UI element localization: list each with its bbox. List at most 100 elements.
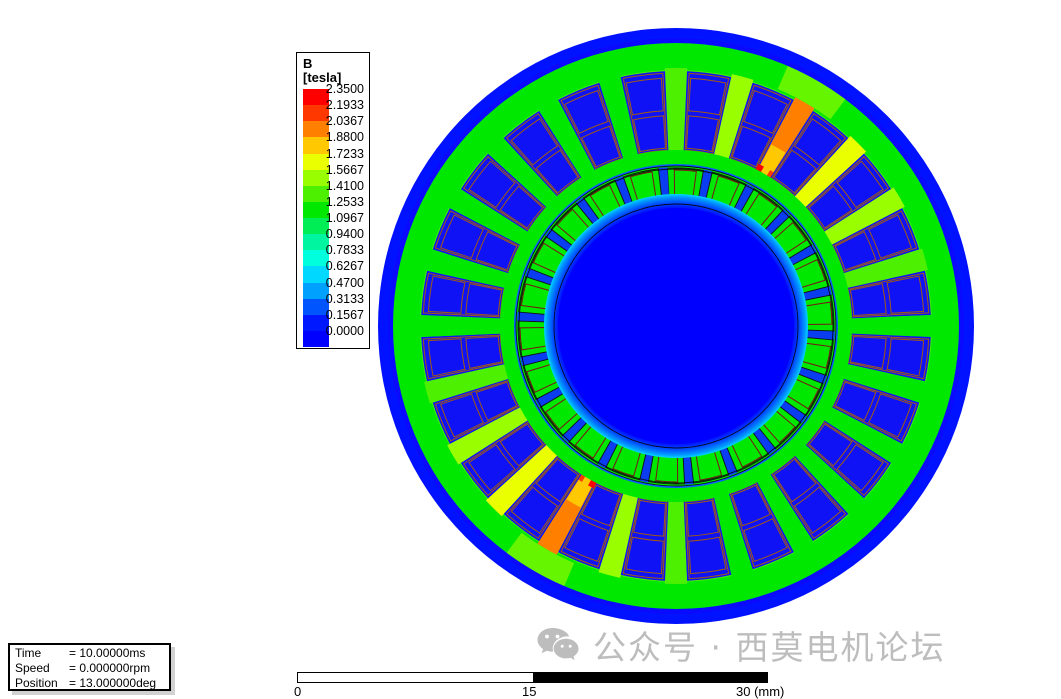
stator-coil-outline — [633, 115, 667, 153]
legend-swatch — [303, 89, 329, 106]
stator-coil-outline — [535, 458, 579, 503]
stator-coil-outline — [499, 423, 544, 467]
rotor-flux-barrier — [682, 449, 694, 485]
legend-value: 0.0000 — [325, 323, 364, 338]
stator-coil-outline — [743, 517, 788, 562]
stator-tooth — [447, 402, 536, 465]
stator-tooth — [816, 187, 905, 250]
stator-coil-outline — [793, 118, 842, 166]
legend-swatch — [303, 105, 329, 122]
stator-coil-outline — [849, 335, 887, 369]
legend-row: 0.4700 — [297, 276, 369, 299]
legend-row: 2.3500 — [297, 82, 369, 106]
stator-coil-outline — [834, 381, 877, 421]
legend-row: 0.7833 — [297, 243, 369, 267]
stator-coil-outline — [773, 458, 817, 503]
legend-row: 2.0367 — [297, 114, 369, 138]
rotor-outline — [515, 165, 837, 487]
stator-coil-outline — [808, 423, 853, 467]
legend-value: 0.3133 — [325, 291, 364, 306]
stator-slot — [725, 473, 794, 570]
stator-coil-outline — [836, 160, 884, 209]
stator-coil-outline — [867, 393, 912, 438]
legend-row: 0.9400 — [297, 227, 369, 251]
legend-value: 1.0967 — [325, 211, 364, 225]
simulation-status-box: Time = 10.00000ms Speed = 0.000000rpm Posi… — [8, 643, 171, 691]
legend-value: 2.1933 — [325, 98, 364, 113]
scale-bar — [297, 672, 768, 683]
stator-coil-outline — [867, 214, 912, 259]
stator-slot — [432, 375, 529, 444]
stator-coil-outline — [685, 499, 719, 537]
scale-tick-30: 30 (mm) — [736, 684, 785, 699]
stator-coil-outline — [731, 125, 771, 168]
stator-slot — [503, 448, 587, 542]
stator-coil-outline — [468, 160, 516, 209]
stator-coil-outline — [475, 231, 518, 271]
stator-coil-outline — [465, 283, 503, 317]
stator-tooth — [752, 466, 815, 555]
legend-row: 0.0000 — [297, 324, 369, 347]
yoke-segment — [506, 532, 575, 587]
stator-tooth — [537, 97, 600, 186]
stator-tooth — [598, 484, 641, 578]
stator-slot-group — [417, 65, 934, 587]
stator-tooth — [485, 438, 564, 517]
stator-tooth — [834, 248, 928, 291]
stator-slot — [503, 110, 587, 204]
legend-scale: 2.3500 2.1933 2.0367 1.8800 1.7233 1.5667 1.41… — [297, 82, 369, 347]
stator-tooth — [664, 491, 688, 585]
rotor-flux-barrier — [658, 167, 670, 203]
legend-swatch — [303, 314, 329, 331]
legend-value: 2.3500 — [325, 82, 364, 96]
stator-slot — [798, 153, 892, 237]
stator-coil-outline — [475, 381, 518, 421]
stator-tooth — [834, 361, 928, 404]
stator-coil-outline — [499, 185, 544, 229]
stator-coil-outline — [564, 517, 609, 562]
legend-swatch — [303, 330, 329, 347]
scale-bar-filled-half — [532, 673, 767, 682]
legend-swatch — [303, 234, 329, 251]
stator-slot — [558, 473, 627, 570]
status-label-time: Time — [15, 646, 42, 660]
stator-coil-outline — [625, 536, 664, 575]
stator-coil-outline — [564, 90, 609, 135]
status-row-speed: Speed = 0.000000rpm — [15, 661, 151, 675]
stator-tooth — [424, 361, 518, 404]
legend-value: 2.0367 — [325, 114, 364, 129]
status-value-position: 13.000000deg — [79, 676, 157, 690]
legend-swatch — [303, 169, 329, 186]
stator-tooth — [816, 402, 905, 465]
status-value-speed: 0.000000rpm — [79, 661, 151, 675]
stator-slot — [558, 82, 627, 179]
stator-tooth — [447, 187, 536, 250]
stator-slot — [460, 415, 554, 499]
status-label-position: Position — [15, 676, 58, 690]
stator-tooth — [788, 438, 867, 517]
legend-swatch — [303, 185, 329, 202]
stator-coil-outline — [427, 338, 466, 377]
legend-unit: [tesla] — [303, 70, 342, 85]
stator-coil-outline — [581, 125, 621, 168]
stator-coil-outline — [886, 275, 925, 314]
legend-value: 1.4100 — [325, 178, 364, 193]
legend-swatch — [303, 298, 329, 315]
tooth-saturation-band — [771, 97, 814, 153]
legend-swatch — [303, 153, 329, 170]
legend-row: 1.7233 — [297, 147, 369, 170]
stator-coil-outline — [427, 275, 466, 314]
legend-row: 2.1933 — [297, 98, 369, 122]
legend-value: 1.2533 — [325, 194, 364, 209]
legend-value: 1.7233 — [325, 146, 364, 161]
legend-swatch — [303, 201, 329, 218]
scale-tick-15: 15 — [522, 684, 537, 699]
rotor-flux-barrier — [796, 286, 832, 302]
legend-value: 0.1567 — [325, 307, 364, 322]
legend-row: 1.8800 — [297, 130, 369, 154]
stator-tooth — [841, 314, 934, 338]
legend-swatch — [303, 250, 329, 267]
stator-tooth — [417, 314, 511, 338]
legend-row: 1.0967 — [297, 211, 369, 235]
stator-coil-outline — [468, 443, 516, 492]
